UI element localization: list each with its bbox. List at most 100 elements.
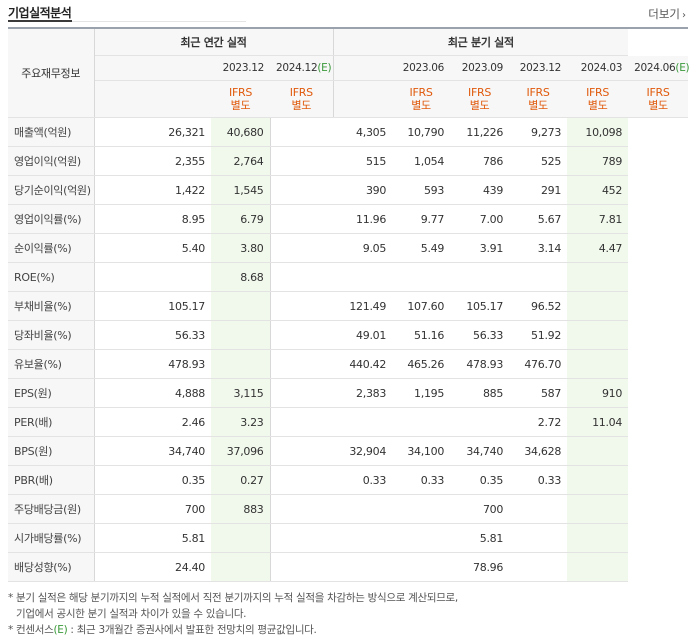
table-cell: 476.70: [509, 349, 568, 379]
table-cell: 4,305: [333, 117, 393, 147]
period-header-estimate: 2024.06(E): [628, 55, 690, 81]
period-header: 2024.03: [567, 55, 629, 81]
row-label: PBR(배): [8, 465, 95, 495]
table-cell: 587: [509, 378, 568, 408]
table-cell: 34,740: [450, 436, 510, 466]
table-cell: 440.42: [333, 349, 393, 379]
table-cell: [94, 349, 152, 379]
table-cell: 96.52: [509, 291, 568, 321]
table-cell: 3.80: [211, 233, 270, 263]
table-cell: 5.67: [509, 204, 568, 234]
table-cell: 107.60: [392, 291, 451, 321]
table-cell: 121.49: [333, 291, 393, 321]
table-cell: 0.35: [152, 465, 211, 495]
table-cell: [269, 320, 334, 350]
table-cell: [269, 349, 334, 379]
table-cell: [269, 436, 334, 466]
table-cell: [269, 494, 334, 524]
table-cell: 56.33: [450, 320, 510, 350]
ifrs-label: IFRS 별도: [628, 80, 688, 118]
more-link[interactable]: 더보기 ›: [648, 6, 686, 22]
table-cell: 700: [450, 494, 510, 524]
table-row: ROE(%) 8.68: [8, 262, 688, 292]
table-cell: 515: [333, 146, 393, 176]
period-header-empty: [332, 55, 393, 81]
footnote-quarterly-cont: 기업에서 공시한 분기 실적과 차이가 있을 수 있습니다.: [16, 608, 247, 620]
table-cell: 26,321: [152, 117, 211, 147]
table-cell: [94, 407, 152, 437]
table-cell: [269, 465, 334, 495]
ifrs-label: IFRS 별도: [567, 80, 629, 118]
table-cell: 789: [567, 146, 629, 176]
ifrs-empty: [152, 80, 211, 118]
table-cell: [269, 117, 334, 147]
table-cell: [567, 523, 629, 553]
table-cell: 478.93: [152, 349, 211, 379]
table-cell: 37,096: [211, 436, 270, 466]
table-cell: 5.81: [450, 523, 510, 553]
table-cell: 465.26: [392, 349, 451, 379]
title-underline: [8, 20, 246, 22]
ifrs-label: IFRS 별도: [509, 80, 568, 118]
table-cell: [392, 494, 451, 524]
table-cell: [567, 494, 629, 524]
row-label: 배당성향(%): [8, 552, 95, 582]
table-cell: 3.91: [450, 233, 510, 263]
table-cell: 34,740: [152, 436, 211, 466]
table-cell: 3,115: [211, 378, 270, 408]
table-cell: [211, 320, 270, 350]
table-cell: 1,195: [392, 378, 451, 408]
table-cell: [333, 523, 393, 553]
table-cell: [94, 494, 152, 524]
table-cell: 2,355: [152, 146, 211, 176]
table-cell: 291: [509, 175, 568, 205]
table-cell: 0.33: [509, 465, 568, 495]
table-cell: [269, 146, 334, 176]
ifrs-empty: [332, 80, 393, 118]
table-cell: 700: [152, 494, 211, 524]
table-cell: [152, 262, 211, 292]
table-cell: [94, 233, 152, 263]
table-cell: [567, 262, 629, 292]
table-cell: [509, 494, 568, 524]
table-cell: [94, 146, 152, 176]
row-label-header: 주요재무정보: [8, 28, 95, 118]
table-cell: 883: [211, 494, 270, 524]
table-cell: 478.93: [450, 349, 510, 379]
table-cell: [567, 552, 629, 582]
table-cell: [392, 262, 451, 292]
table-cell: [269, 262, 334, 292]
row-label: 영업이익(억원): [8, 146, 95, 176]
footnote-consensus: * 컨센서스(E) : 최근 3개월간 증권사에서 발표한 전망치의 평균값입니…: [8, 624, 317, 636]
table-cell: [450, 407, 510, 437]
table-cell: 910: [567, 378, 629, 408]
table-cell: 0.33: [333, 465, 393, 495]
estimate-mark: (E): [675, 61, 690, 74]
table-cell: 0.35: [450, 465, 510, 495]
table-cell: 5.81: [152, 523, 211, 553]
table-cell: 885: [450, 378, 510, 408]
table-cell: [567, 465, 629, 495]
table-row: 부채비율(%) 105.17 121.49 107.60 105.17 96.52: [8, 291, 688, 321]
table-cell: 4.47: [567, 233, 629, 263]
table-cell: 9.77: [392, 204, 451, 234]
table-cell: [509, 552, 568, 582]
table-cell: [94, 378, 152, 408]
table-cell: 11,226: [450, 117, 510, 147]
table-cell: 105.17: [450, 291, 510, 321]
table-cell: 439: [450, 175, 510, 205]
annual-group-header: 최근 연간 실적: [94, 28, 334, 56]
table-cell: 8.95: [152, 204, 211, 234]
table-cell: [211, 552, 270, 582]
period-header: 2023.06: [392, 55, 451, 81]
table-cell: 5.40: [152, 233, 211, 263]
row-label: EPS(원): [8, 378, 95, 408]
table-cell: 452: [567, 175, 629, 205]
table-cell: [509, 523, 568, 553]
chevron-right-icon: ›: [682, 10, 686, 21]
ifrs-label: IFRS 별도: [392, 80, 451, 118]
table-cell: [94, 204, 152, 234]
table-cell: [94, 436, 152, 466]
row-label: 시가배당률(%): [8, 523, 95, 553]
ifrs-empty: [94, 80, 152, 118]
